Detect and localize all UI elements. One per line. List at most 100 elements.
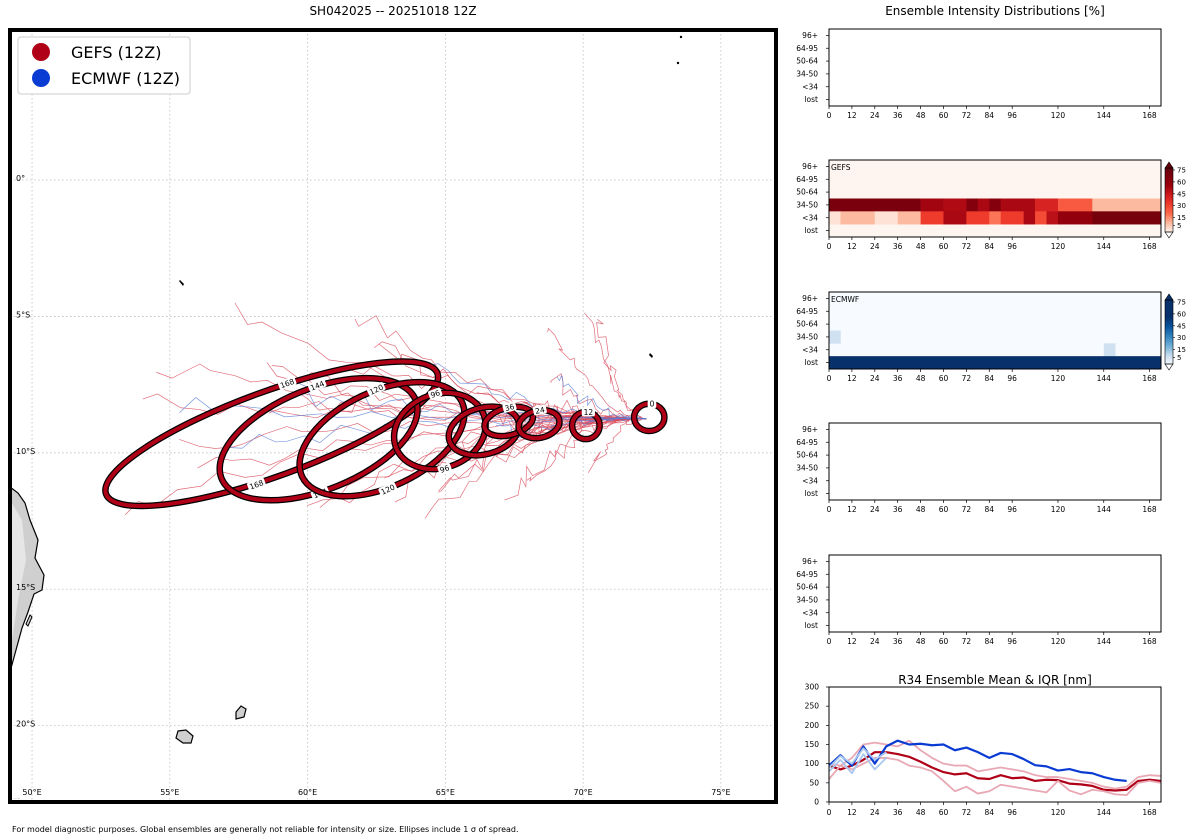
panel-x-label: 96 — [1007, 505, 1017, 514]
r34-x-label: 60 — [939, 808, 949, 817]
heat-cell — [920, 211, 944, 225]
panel-x-label: 96 — [1007, 242, 1017, 251]
panel-x-label: 144 — [1097, 505, 1112, 514]
panel-x-label: 96 — [1007, 637, 1017, 646]
panel-frame — [828, 554, 1162, 633]
panel-x-label: 48 — [916, 111, 926, 120]
heat-cell — [1000, 198, 1036, 212]
panel-x-label: 96 — [1007, 111, 1017, 120]
map-lat-label: 10°S — [16, 447, 35, 456]
heat-cell — [1000, 211, 1024, 225]
map-lat-label: 5°S — [16, 310, 30, 319]
map-lon-label: 65°E — [436, 788, 455, 797]
island-agalega — [179, 280, 184, 286]
colorbar-tick: 15 — [1177, 346, 1186, 354]
colorbar-tick: 30 — [1177, 334, 1186, 342]
panel-model-label: GEFS — [831, 163, 851, 172]
panel-y-label: 34-50 — [796, 595, 818, 604]
panel-x-label: 12 — [847, 242, 857, 251]
map-frame — [8, 28, 778, 804]
intensity-panel-1: 96+ 64-95 50-64 34-50 <34 lost 0 12 24 36 48 60 72 84… — [796, 28, 1162, 120]
panel-y-label: 64-95 — [796, 438, 818, 447]
panel-y-label: 50-64 — [796, 451, 818, 460]
r34-series-gefs-mean — [828, 751, 1162, 792]
panel-y-label: 50-64 — [796, 188, 818, 197]
colorbar-tick: 45 — [1177, 190, 1186, 198]
heat-cell — [943, 211, 967, 225]
panel-y-label: <34 — [802, 82, 818, 91]
island-chagos-north — [679, 35, 683, 39]
panel-x-label: 0 — [827, 505, 832, 514]
panel-y-label: lost — [804, 95, 818, 104]
panel-x-label: 84 — [985, 111, 995, 120]
panel-x-label: 144 — [1097, 111, 1112, 120]
panel-y-label: 34-50 — [796, 69, 818, 78]
panel-frame — [828, 159, 1162, 238]
panel-y-label: lost — [804, 358, 818, 367]
panel-x-label: 120 — [1051, 242, 1066, 251]
heat-cell — [1092, 198, 1162, 212]
panel-x-label: 72 — [962, 637, 972, 646]
panel-y-label: 50-64 — [796, 320, 818, 329]
map-lat-label: 15°S — [16, 583, 35, 592]
legend-gefs-marker — [32, 43, 50, 61]
panel-x-label: 36 — [893, 505, 903, 514]
panel-y-label: 50-64 — [796, 57, 818, 66]
panel-x-label: 0 — [827, 242, 832, 251]
ellipse-label: 24 — [534, 405, 545, 416]
panel-x-label: 12 — [847, 374, 857, 383]
panel-y-label: 50-64 — [796, 583, 818, 592]
r34-y-label: 250 — [805, 702, 820, 711]
map-lat-label: 20°S — [16, 720, 35, 729]
map-lon-label: 60°E — [298, 788, 317, 797]
heat-cell — [943, 198, 967, 212]
island-diego-garcia — [649, 353, 653, 358]
r34-series-ecmwf-iqr-lower — [828, 753, 887, 775]
panel-frame — [828, 291, 1162, 370]
panel-x-label: 12 — [847, 505, 857, 514]
r34-x-label: 0 — [827, 808, 832, 817]
island-reunion — [175, 729, 194, 744]
member-track — [298, 392, 647, 421]
heat-cell — [1057, 198, 1093, 212]
r34-y-label: 200 — [805, 721, 820, 730]
ellipse-label: 96 — [439, 463, 451, 475]
intensity-panel-4: 96+ 64-95 50-64 34-50 <34 lost 0 12 24 36 48 60 72 84… — [796, 422, 1162, 514]
madagascar-coast-fill — [10, 500, 26, 640]
r34-x-label: 72 — [962, 808, 972, 817]
panel-x-label: 72 — [962, 505, 972, 514]
panel-x-label: 144 — [1097, 374, 1112, 383]
panel-x-label: 12 — [847, 111, 857, 120]
r34-chart: 0 50 100 150 200 250 300 0 12 24 36 48 60 72 84 96 120 14… — [805, 683, 1162, 817]
ellipse-label: 0 — [650, 400, 655, 409]
panel-x-label: 120 — [1051, 505, 1066, 514]
map-lon-label: 75°E — [711, 788, 730, 797]
panel-y-label: 64-95 — [796, 175, 818, 184]
heat-cell — [1023, 211, 1036, 225]
panel-y-label: 64-95 — [796, 307, 818, 316]
panel-x-label: 84 — [985, 637, 995, 646]
member-track — [556, 375, 647, 420]
colorbar-tick: 60 — [1177, 178, 1186, 186]
footnote: For model diagnostic purposes. Global en… — [12, 825, 519, 834]
island-chagos-north-2 — [676, 61, 680, 65]
heat-cell — [1035, 198, 1059, 212]
panel-y-label: 64-95 — [796, 44, 818, 53]
panel-x-label: 60 — [939, 637, 949, 646]
panel-x-label: 24 — [870, 242, 880, 251]
r34-y-label: 150 — [805, 740, 820, 749]
heat-cell — [1092, 211, 1162, 225]
panel-y-label: 96+ — [802, 294, 818, 303]
heat-cell — [920, 198, 944, 212]
heat-cell — [897, 211, 921, 225]
map-legend: GEFS (12Z) ECMWF (12Z) — [17, 36, 191, 95]
panel-x-label: 48 — [916, 242, 926, 251]
intensity-panels: 96+ 64-95 50-64 34-50 <34 lost 0 12 24 36 48 60 72 84… — [796, 28, 1186, 646]
r34-x-label: 36 — [893, 808, 903, 817]
heat-cell — [989, 198, 1002, 212]
panel-x-label: 60 — [939, 505, 949, 514]
panel-y-label: 34-50 — [796, 463, 818, 472]
panel-x-label: 72 — [962, 111, 972, 120]
